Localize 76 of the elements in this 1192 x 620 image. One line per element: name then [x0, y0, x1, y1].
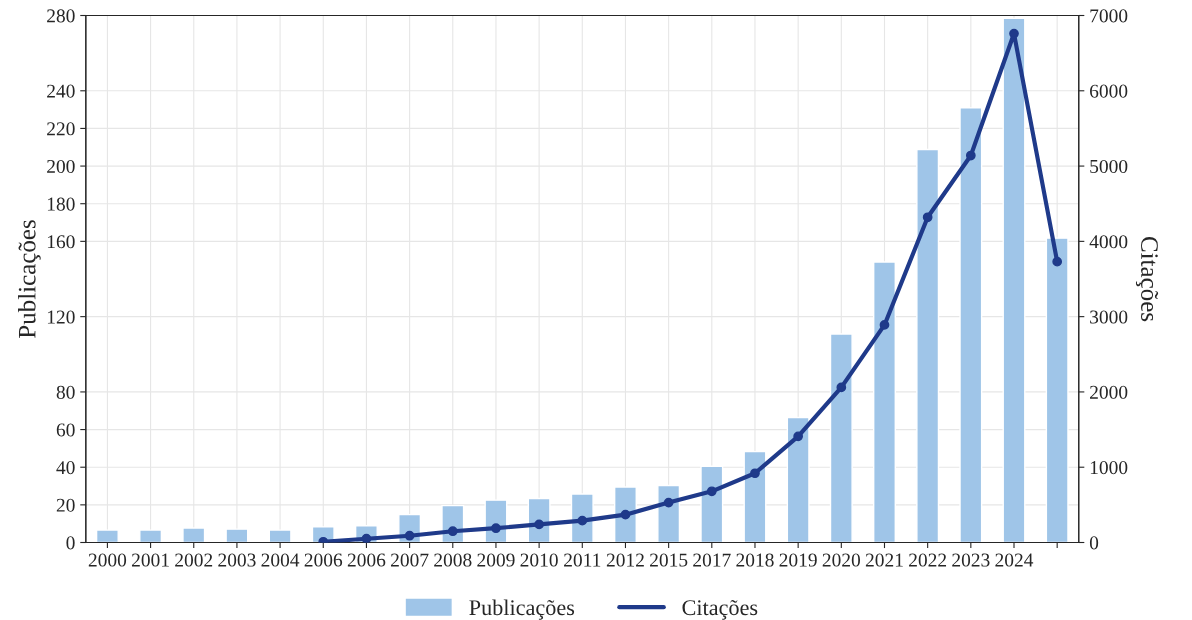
bar	[700, 465, 724, 543]
y-tick-label: 120	[47, 310, 75, 324]
point	[447, 526, 458, 537]
x-tick-label: 2011	[564, 553, 601, 567]
y-tick-label: 280	[47, 9, 75, 23]
bar	[1045, 237, 1069, 543]
x-tick-label: 2006	[304, 553, 343, 567]
bar	[916, 148, 940, 543]
y-tick-label: 240	[47, 84, 75, 98]
y-tick-label: 20	[56, 498, 75, 512]
y2-tick-label: 5000	[1090, 159, 1128, 174]
bar	[959, 107, 983, 543]
point	[663, 497, 674, 508]
bar	[786, 416, 810, 543]
bar	[829, 333, 853, 543]
point	[620, 509, 631, 520]
y2-axis-title: Citações	[1135, 236, 1159, 322]
bar	[743, 450, 767, 543]
y2-tick-label: 7000	[1090, 9, 1128, 23]
x-tick-label: 2024	[995, 553, 1034, 567]
point	[1009, 28, 1019, 39]
x-tick-label: 2012	[606, 553, 644, 567]
bar	[268, 529, 292, 543]
point	[491, 523, 501, 534]
x-tick-label: 2002	[175, 553, 213, 567]
bar	[95, 529, 119, 543]
y2-tick-label: 1000	[1090, 461, 1128, 475]
x-tick-label: 2023	[952, 553, 990, 567]
point	[879, 320, 890, 330]
x-tick-label: 2015	[650, 553, 688, 567]
x-tick-label: 2018	[736, 553, 774, 567]
bar	[1002, 17, 1026, 543]
x-tick-label: 2020	[822, 553, 861, 567]
x-tick-label: 2008	[434, 553, 472, 567]
x-tick-label: 2017	[693, 553, 731, 567]
y2-tick-label: 6000	[1090, 84, 1128, 98]
x-tick-label: 2001	[131, 553, 169, 567]
x-tick-label: 2003	[218, 553, 256, 567]
bar	[657, 484, 681, 543]
y-tick-label: 0	[66, 536, 75, 550]
y-tick-label: 60	[56, 423, 75, 437]
point	[577, 515, 588, 526]
x-tick-label: 2021	[865, 553, 903, 567]
bar	[225, 528, 249, 543]
y-tick-label: 40	[56, 461, 75, 475]
y-tick-label: 160	[47, 235, 75, 249]
x-tick-label: 2009	[477, 553, 515, 567]
point	[836, 382, 847, 393]
x-tick-label: 2006	[347, 553, 386, 567]
y2-tick-label: 3000	[1090, 310, 1128, 324]
y2-tick-label: 4000	[1089, 235, 1128, 249]
x-tick-label: 2000	[88, 553, 127, 567]
bar	[873, 261, 896, 543]
point	[793, 431, 804, 442]
x-tick-label: 2019	[779, 553, 817, 567]
x-tick-label: 2010	[520, 553, 558, 567]
point	[965, 150, 976, 161]
y-axis-title: Publicações	[18, 220, 41, 338]
point	[922, 212, 933, 223]
bar	[182, 527, 206, 543]
y-tick-label: 80	[56, 385, 75, 399]
y-tick-label: 180	[47, 197, 75, 211]
legend-label: Citações	[682, 599, 758, 620]
y2-tick-label: 0	[1089, 536, 1099, 550]
bar	[139, 529, 163, 543]
point	[404, 530, 415, 541]
y-tick-label: 200	[47, 159, 75, 174]
y-tick-label: 220	[47, 122, 75, 136]
point	[1052, 256, 1063, 267]
x-tick-label: 2007	[391, 553, 429, 567]
y2-tick-label: 2000	[1090, 385, 1128, 399]
x-tick-label: 2004	[261, 553, 300, 567]
legend-label: Publicações	[469, 599, 575, 620]
point	[706, 486, 717, 497]
point	[750, 468, 760, 479]
x-tick-label: 2022	[909, 553, 947, 567]
